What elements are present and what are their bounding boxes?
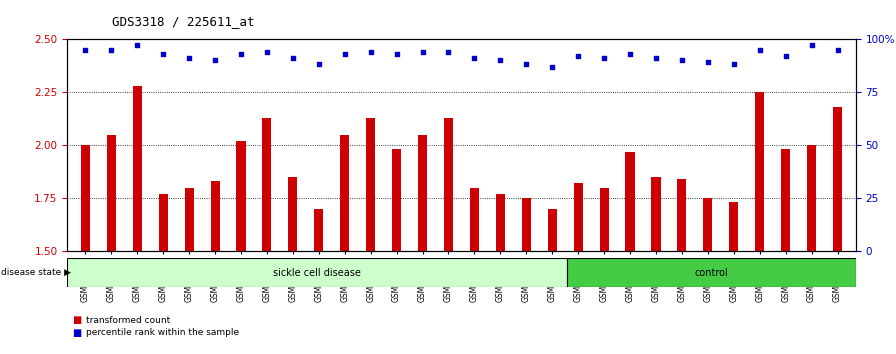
Point [208, 57, 222, 63]
Bar [366, 118, 375, 251]
Bar [470, 188, 479, 251]
Point [364, 49, 378, 55]
Bar [67, 258, 566, 287]
Bar [444, 118, 453, 251]
Point [831, 47, 845, 52]
Text: ■: ■ [72, 315, 81, 325]
Point [286, 55, 300, 61]
Bar [289, 177, 297, 251]
Point [442, 49, 456, 55]
Text: GDS3318 / 225611_at: GDS3318 / 225611_at [112, 15, 254, 28]
Point [416, 49, 430, 55]
Text: control: control [694, 268, 728, 278]
Bar [392, 149, 401, 251]
Point [753, 47, 767, 52]
Point [312, 62, 326, 67]
Point [390, 51, 404, 57]
Point [649, 55, 663, 61]
Point [493, 57, 507, 63]
Bar [159, 194, 168, 251]
Bar [185, 188, 194, 251]
Bar [314, 209, 323, 251]
Point [156, 51, 170, 57]
Bar [340, 135, 349, 251]
Point [727, 62, 741, 67]
Bar [755, 92, 764, 251]
Bar [703, 198, 712, 251]
Bar [263, 118, 271, 251]
Bar [833, 107, 842, 251]
Bar [807, 145, 816, 251]
Point [467, 55, 481, 61]
Point [545, 64, 559, 69]
Text: transformed count: transformed count [86, 316, 170, 325]
Bar [133, 86, 142, 251]
Text: disease state ▶: disease state ▶ [1, 268, 71, 277]
Bar [625, 152, 634, 251]
Point [78, 47, 92, 52]
Point [182, 55, 196, 61]
Point [571, 53, 585, 59]
Point [805, 42, 819, 48]
Point [779, 53, 793, 59]
Point [338, 51, 352, 57]
Bar [418, 135, 427, 251]
Bar [599, 188, 608, 251]
Point [623, 51, 637, 57]
Point [519, 62, 533, 67]
Bar [237, 141, 246, 251]
Point [234, 51, 248, 57]
Point [675, 57, 689, 63]
Point [701, 59, 715, 65]
Point [597, 55, 611, 61]
Point [104, 47, 118, 52]
Bar [81, 145, 90, 251]
Bar [651, 177, 660, 251]
Bar [495, 194, 504, 251]
Bar [107, 135, 116, 251]
Bar [566, 258, 856, 287]
Bar [781, 149, 790, 251]
Bar [573, 183, 582, 251]
Point [130, 42, 144, 48]
Text: ■: ■ [72, 328, 81, 338]
Text: percentile rank within the sample: percentile rank within the sample [86, 328, 239, 337]
Bar [211, 181, 220, 251]
Bar [547, 209, 556, 251]
Point [260, 49, 274, 55]
Bar [729, 202, 738, 251]
Bar [677, 179, 686, 251]
Text: sickle cell disease: sickle cell disease [273, 268, 361, 278]
Bar [521, 198, 530, 251]
